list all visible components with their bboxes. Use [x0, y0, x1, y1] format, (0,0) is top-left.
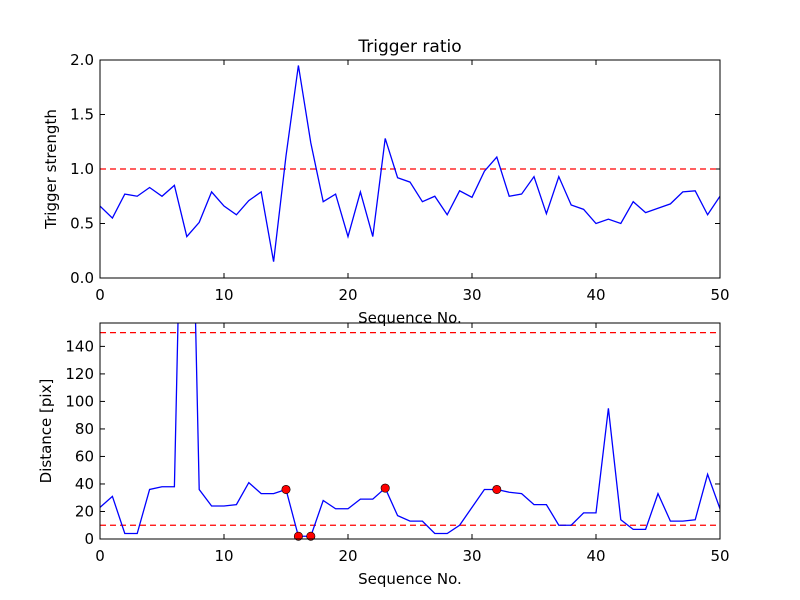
outlier-marker [380, 483, 390, 493]
y-tick-label: 140 [65, 337, 94, 355]
distance-chart: 0 10 20 30 40 50 0 20 40 60 80 100 120 140 Sequence N… [37, 322, 730, 588]
trigger-ratio-chart: Trigger ratio 0 10 20 30 40 50 0.0 0.5 1.0 1.5 2.0… [42, 37, 730, 327]
outlier-markers [281, 483, 502, 541]
threshold-lines [100, 332, 720, 526]
y-tick-label: 60 [75, 447, 94, 465]
y-axis-label: Distance [pix] [37, 379, 55, 484]
x-tick-label: 30 [462, 286, 481, 304]
axis-ticks: 0 10 20 30 40 50 0.0 0.5 1.0 1.5 2.0 [70, 51, 729, 304]
chart-title: Trigger ratio [357, 37, 461, 57]
y-tick-label: 1.0 [70, 160, 94, 178]
x-tick-label: 20 [338, 547, 357, 565]
x-tick-label: 30 [462, 547, 481, 565]
x-axis-label: Sequence No. [358, 570, 462, 588]
y-tick-label: 2.0 [70, 51, 94, 69]
y-tick-label: 0 [84, 530, 94, 548]
distance-line [100, 323, 720, 537]
x-axis-label: Sequence No. [358, 309, 462, 327]
y-tick-label: 20 [75, 502, 94, 520]
y-tick-label: 40 [75, 475, 94, 493]
x-tick-label: 20 [338, 286, 357, 304]
x-tick-label: 10 [214, 286, 233, 304]
y-tick-label: 0.5 [70, 215, 94, 233]
x-tick-label: 40 [586, 547, 605, 565]
x-tick-label: 50 [710, 547, 729, 565]
trigger-strength-line [100, 65, 720, 262]
y-axis-label: Trigger strength [42, 109, 60, 230]
outlier-marker [281, 484, 291, 494]
plot-frame [99, 59, 721, 279]
x-tick-label: 0 [95, 547, 105, 565]
y-tick-label: 0.0 [70, 269, 94, 287]
y-tick-label: 1.5 [70, 106, 94, 124]
x-tick-label: 50 [710, 286, 729, 304]
x-tick-label: 0 [95, 286, 105, 304]
outlier-marker [293, 531, 303, 541]
x-tick-label: 10 [214, 547, 233, 565]
x-tick-label: 40 [586, 286, 605, 304]
plot-frame [99, 322, 721, 540]
outlier-marker [492, 484, 502, 494]
axis-ticks: 0 10 20 30 40 50 0 20 40 60 80 100 120 140 [65, 323, 730, 565]
y-tick-label: 100 [65, 392, 94, 410]
y-tick-label: 80 [75, 420, 94, 438]
y-tick-label: 120 [65, 365, 94, 383]
outlier-marker [306, 531, 316, 541]
